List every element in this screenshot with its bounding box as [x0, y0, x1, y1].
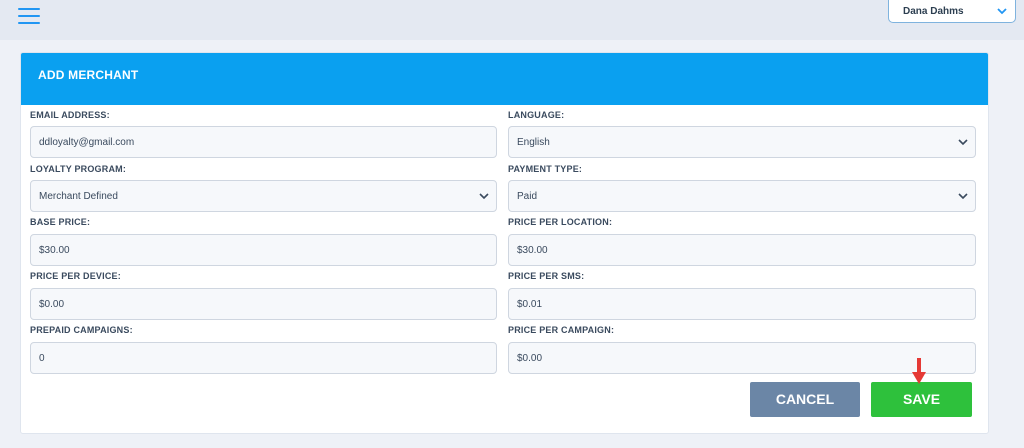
red-down-arrow-icon [912, 358, 926, 384]
prepaid-campaigns-value: 0 [39, 353, 45, 364]
payment-type-select[interactable]: Paid [508, 180, 976, 212]
language-label: LANGUAGE: [508, 110, 565, 120]
price-per-device-value: $0.00 [39, 299, 65, 310]
prepaid-campaigns-label: PREPAID CAMPAIGNS: [30, 325, 133, 335]
price-per-location-field[interactable]: $30.00 [508, 234, 976, 266]
price-per-campaign-label: PRICE PER CAMPAIGN: [508, 325, 615, 335]
card-title: ADD MERCHANT [38, 68, 139, 82]
payment-type-value: Paid [517, 191, 538, 202]
price-per-device-field[interactable]: $0.00 [30, 288, 497, 320]
language-select[interactable]: English [508, 126, 976, 158]
price-per-campaign-field[interactable]: $0.00 [508, 342, 976, 374]
chevron-down-icon [958, 193, 968, 200]
email-field[interactable]: ddloyalty@gmail.com [30, 126, 497, 158]
payment-type-label: PAYMENT TYPE: [508, 164, 583, 174]
loyalty-program-value: Merchant Defined [39, 191, 118, 202]
email-label: EMAIL ADDRESS: [30, 110, 110, 120]
price-per-sms-value: $0.01 [517, 299, 543, 310]
price-per-location-value: $30.00 [517, 245, 548, 256]
price-per-sms-label: PRICE PER SMS: [508, 271, 585, 281]
price-per-device-label: PRICE PER DEVICE: [30, 271, 121, 281]
user-name: Dana Dahms [903, 6, 964, 17]
language-value: English [517, 137, 550, 148]
user-dropdown[interactable]: Dana Dahms [888, 0, 1016, 23]
top-bar: Dana Dahms [0, 0, 1024, 40]
price-per-campaign-value: $0.00 [517, 353, 543, 364]
save-button[interactable]: SAVE [871, 382, 972, 417]
price-per-sms-field[interactable]: $0.01 [508, 288, 976, 320]
base-price-label: BASE PRICE: [30, 217, 91, 227]
price-per-location-label: PRICE PER LOCATION: [508, 217, 613, 227]
card-header: ADD MERCHANT [21, 53, 988, 105]
base-price-field[interactable]: $30.00 [30, 234, 497, 266]
chevron-down-icon [997, 8, 1007, 15]
chevron-down-icon [479, 193, 489, 200]
loyalty-program-select[interactable]: Merchant Defined [30, 180, 497, 212]
email-value: ddloyalty@gmail.com [39, 137, 135, 148]
add-merchant-card: ADD MERCHANT EMAIL ADDRESS: ddloyalty@gm… [20, 52, 989, 434]
base-price-value: $30.00 [39, 245, 70, 256]
hamburger-menu-icon[interactable] [18, 6, 40, 24]
prepaid-campaigns-field[interactable]: 0 [30, 342, 497, 374]
chevron-down-icon [958, 139, 968, 146]
cancel-button[interactable]: CANCEL [750, 382, 860, 417]
loyalty-program-label: LOYALTY PROGRAM: [30, 164, 127, 174]
